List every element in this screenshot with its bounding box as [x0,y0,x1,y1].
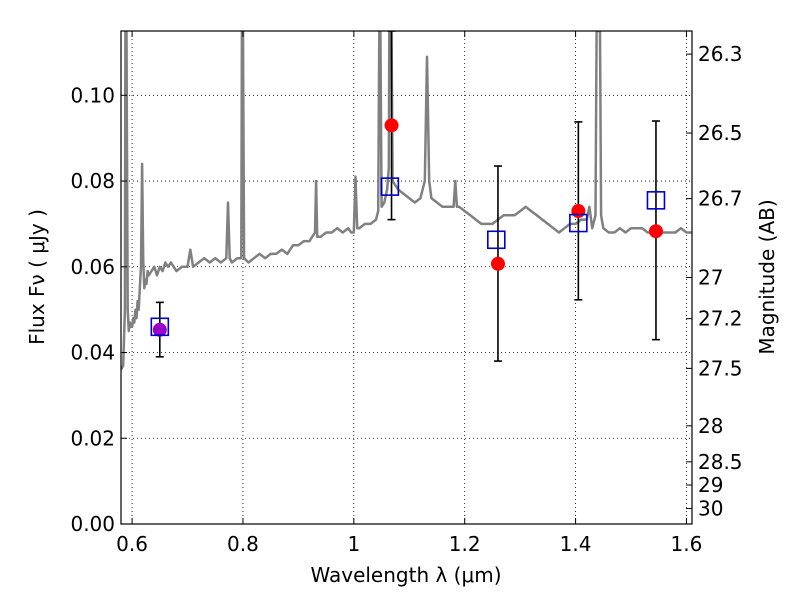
y2-tick-label: 26.7 [698,187,743,211]
x-tick-label: 1.4 [560,532,592,556]
observed-point [490,256,505,271]
y2-tick-label: 27.2 [698,307,743,331]
y-tick-label: 0.00 [70,512,115,536]
x-axis-title: Wavelength λ (μm) [310,563,501,587]
y-tick-label: 0.08 [70,169,115,193]
y2-tick-label: 28 [698,414,723,438]
model-photometry-point [646,191,666,210]
observed-point [152,322,167,337]
y2-tick-label: 28.5 [698,450,743,474]
axis-ticks [121,31,692,525]
y2-axis-title: Magnitude (AB) [755,199,779,354]
y-tick-label: 0.02 [70,426,115,450]
observed-point [571,204,586,219]
model-spectrum-line [121,31,692,371]
y2-tick-label: 30 [698,497,723,521]
x-tick-label: 1 [347,532,360,556]
y-tick-label: 0.06 [70,255,115,279]
plot-area [121,31,692,371]
model-photometry-point [380,177,400,196]
x-tick-labels: 0.6 0.8 1 1.2 1.4 1.6 [116,532,702,556]
x-tick-label: 1.2 [449,532,481,556]
observed-point [384,118,399,133]
model-photometry-points [150,177,666,337]
x-tick-label: 0.8 [227,532,259,556]
grid-layer [121,31,692,525]
y-axis-title: Flux Fν ( μJy ) [25,209,49,345]
x-tick-label: 1.6 [671,532,703,556]
y2-tick-label: 26.3 [698,42,743,66]
observed-point [648,224,663,239]
model-photometry-point [569,213,588,233]
y2-tick-label: 27 [698,266,723,290]
y2-tick-label: 26.5 [698,121,743,145]
y-tick-labels: 0.00 0.02 0.04 0.06 0.08 0.10 [70,83,115,536]
model-photometry-point [487,230,506,250]
y-tick-label: 0.10 [70,83,115,107]
y2-tick-label: 29 [698,473,723,497]
plot-frame [120,30,693,525]
x-tick-label: 0.6 [116,532,148,556]
model-photometry-point [150,317,170,337]
y2-tick-label: 27.5 [698,356,743,380]
y-tick-label: 0.04 [70,341,115,365]
